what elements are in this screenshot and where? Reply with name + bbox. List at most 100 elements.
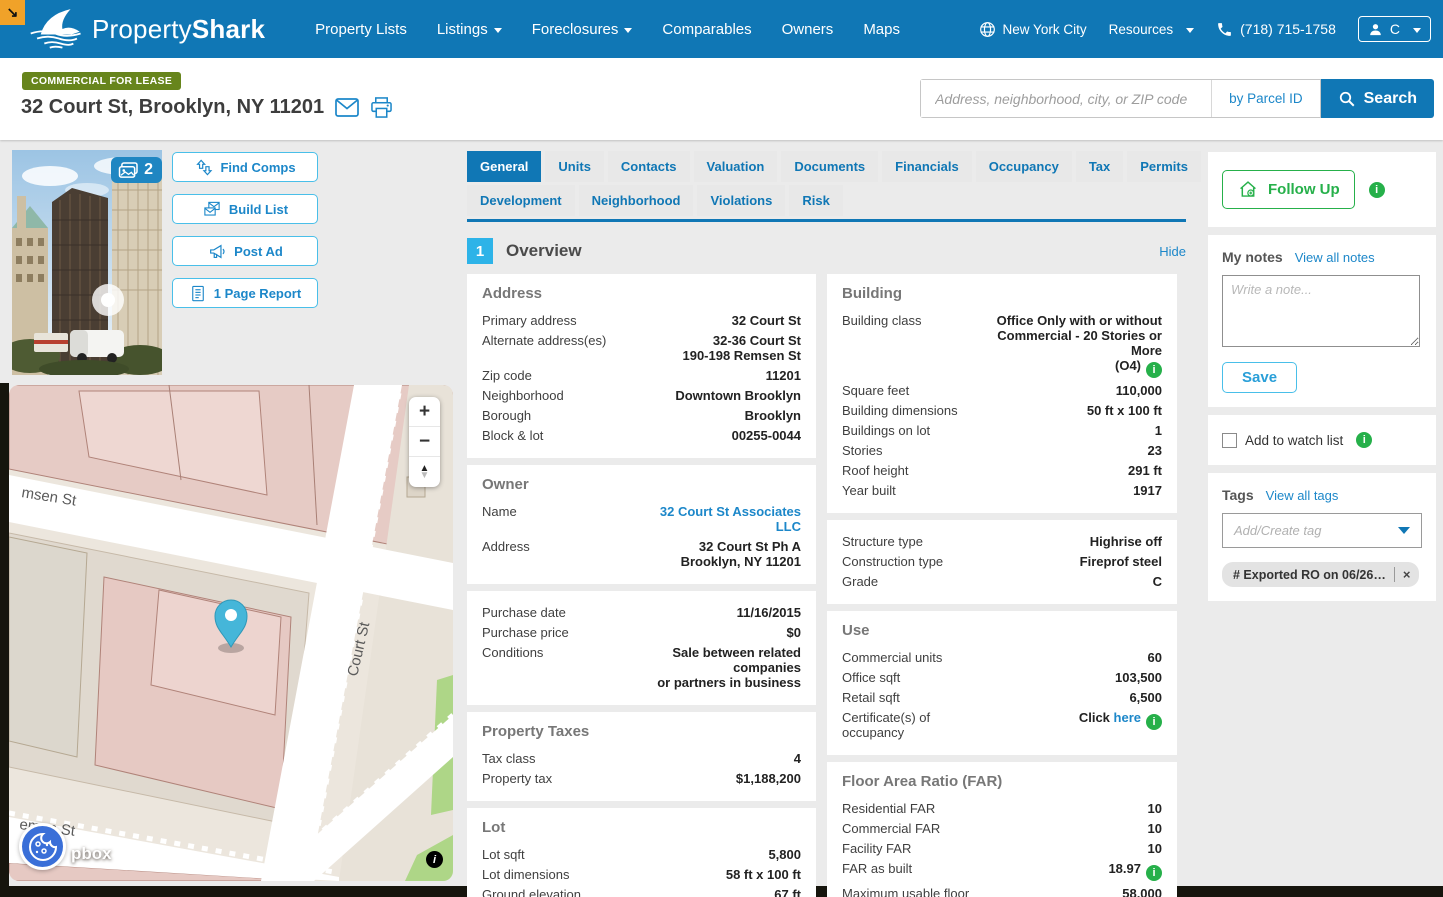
globe-icon: [979, 21, 996, 38]
post-ad-button[interactable]: Post Ad: [172, 236, 318, 266]
tag-select-dropdown[interactable]: Add/Create tag: [1222, 513, 1422, 548]
field-label: Stories: [842, 442, 883, 458]
field-row: Purchase date 11/16/2015: [482, 602, 801, 622]
hide-section-link[interactable]: Hide: [1159, 243, 1186, 259]
info-icon[interactable]: i: [1368, 181, 1385, 198]
photos-icon: [118, 161, 139, 179]
chevron-down-icon: [1398, 527, 1410, 534]
map-controls: + − ▲ ▼: [409, 397, 440, 487]
info-icon[interactable]: i: [1146, 361, 1162, 378]
field-row: Address 32 Court St Ph A Brooklyn, NY 112…: [482, 536, 801, 571]
value-link[interactable]: here: [1113, 709, 1141, 725]
zoom-in-button[interactable]: +: [409, 397, 440, 427]
tab-contacts[interactable]: Contacts: [607, 151, 690, 182]
field-label: Commercial units: [842, 649, 943, 665]
property-photo[interactable]: 2: [12, 150, 162, 375]
tab-documents[interactable]: Documents: [781, 151, 879, 182]
find-comps-button[interactable]: Find Comps: [172, 152, 318, 182]
info-icon[interactable]: i: [1146, 713, 1162, 730]
tab-occupancy[interactable]: Occupancy: [975, 151, 1072, 182]
field-row: Ground elevation 67 ft: [482, 884, 801, 897]
card-title: Lot: [482, 819, 506, 836]
remove-tag-icon[interactable]: ×: [1402, 567, 1411, 582]
by-parcel-id-link[interactable]: by Parcel ID: [1211, 80, 1320, 117]
resources-menu[interactable]: Resources: [1109, 22, 1195, 37]
email-icon[interactable]: [335, 98, 359, 117]
field-row: Retail sqft 6,500: [842, 687, 1162, 707]
field-label: Property tax: [482, 770, 553, 786]
tab-general[interactable]: General: [467, 151, 542, 182]
field-label: Tax class: [482, 750, 536, 766]
phone-contact[interactable]: (718) 715-1758: [1216, 21, 1336, 38]
field-value: 10: [1147, 840, 1162, 856]
mapbox-attribution[interactable]: pbox: [71, 844, 112, 863]
note-input[interactable]: [1222, 275, 1420, 347]
nav-item-listings[interactable]: Listings: [437, 21, 502, 38]
view-all-notes-link[interactable]: View all notes: [1294, 250, 1375, 265]
print-icon[interactable]: [370, 97, 393, 118]
tab-development[interactable]: Development: [467, 185, 575, 216]
field-row: Property tax $1,188,200: [482, 768, 801, 788]
section-title: Overview: [506, 241, 582, 260]
property-map[interactable]: msen St Court St emon St + − ▲ ▼: [9, 385, 453, 881]
watch-list-label: Add to watch list: [1245, 432, 1344, 448]
region-selector[interactable]: New York City: [979, 21, 1087, 38]
field-value: Sale between related companies or partne…: [657, 644, 801, 690]
tab-units[interactable]: Units: [545, 151, 604, 182]
tab-neighborhood[interactable]: Neighborhood: [578, 185, 694, 216]
search-input[interactable]: [921, 80, 1212, 117]
tab-tax[interactable]: Tax: [1075, 151, 1124, 182]
search-button[interactable]: Search: [1320, 79, 1434, 118]
field-value: 32-36 Court St 190-198 Remsen St: [682, 332, 801, 363]
watch-list-checkbox[interactable]: [1222, 432, 1237, 448]
listing-status-badge: COMMERCIAL FOR LEASE: [22, 72, 182, 90]
field-row: Tax class 4: [482, 748, 801, 768]
user-menu[interactable]: C: [1357, 16, 1431, 42]
save-note-button[interactable]: Save: [1222, 362, 1298, 393]
mail-list-icon: [202, 200, 222, 219]
nav-item-maps[interactable]: Maps: [863, 20, 900, 38]
field-label: Office sqft: [842, 669, 901, 685]
nav-item-property-lists[interactable]: Property Lists: [315, 20, 407, 38]
info-icon[interactable]: i: [1146, 864, 1162, 881]
chevron-down-icon: [1413, 27, 1421, 33]
tab-valuation[interactable]: Valuation: [693, 151, 778, 182]
card-title: Address: [482, 285, 543, 302]
field-label: Ground elevation: [482, 886, 582, 897]
field-value: 32 Court St Associates LLC: [634, 504, 801, 534]
field-label: Certificate(s) of occupancy: [842, 709, 931, 740]
brand-name-bold: Shark: [191, 13, 266, 44]
field-label: Retail sqft: [842, 689, 900, 705]
field-value: 67 ft: [774, 886, 801, 897]
photo-count-badge[interactable]: 2: [111, 157, 162, 183]
notes-title: My notes: [1222, 249, 1283, 265]
nav-item-foreclosures[interactable]: Foreclosures: [532, 21, 633, 38]
tilt-control[interactable]: ▲ ▼: [409, 457, 440, 487]
value-link[interactable]: 32 Court St Associates LLC: [659, 503, 801, 534]
tabs-row-1: General Units Contacts Valuation Documents Fi…: [467, 151, 1201, 182]
tab-risk[interactable]: Risk: [789, 185, 843, 216]
field-value: 291 ft: [1128, 462, 1162, 478]
field-row: Commercial units 60: [842, 647, 1162, 667]
tab-financials[interactable]: Financials: [882, 151, 972, 182]
zoom-out-button[interactable]: −: [409, 427, 440, 457]
field-value: 23: [1147, 442, 1162, 458]
follow-up-button[interactable]: Follow Up: [1222, 170, 1355, 209]
field-row: Residential FAR 10: [842, 798, 1162, 818]
map-info-icon[interactable]: i: [426, 851, 443, 868]
nav-item-owners[interactable]: Owners: [781, 20, 834, 38]
view-all-tags-link[interactable]: View all tags: [1265, 488, 1339, 503]
build-list-button[interactable]: Build List: [172, 194, 318, 224]
field-row: Alternate address(es) 32-36 Court St 190-…: [482, 330, 801, 365]
brand-logo[interactable]: PropertyShark: [28, 7, 265, 51]
info-icon[interactable]: i: [1356, 432, 1373, 448]
field-row: Certificate(s) of occupancy Click here i: [842, 707, 1162, 742]
property-taxes-card: Property Taxes Tax class 4 Property tax $1,…: [467, 712, 816, 801]
one-page-report-button[interactable]: 1 Page Report: [172, 278, 318, 308]
cookie-consent-button[interactable]: [19, 823, 66, 870]
tab-permits[interactable]: Permits: [1127, 151, 1201, 182]
tab-violations[interactable]: Violations: [697, 185, 786, 216]
tag-chip: # Exported RO on 06/26… ×: [1222, 562, 1420, 587]
field-label: Borough: [482, 407, 532, 423]
nav-item-comparables[interactable]: Comparables: [662, 20, 752, 38]
